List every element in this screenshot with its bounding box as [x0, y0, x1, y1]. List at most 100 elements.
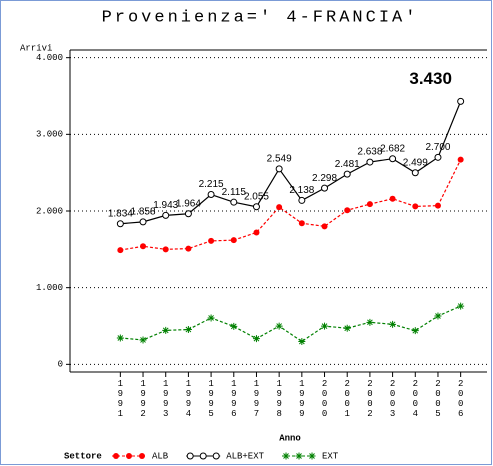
data-label: 2.298 — [312, 173, 337, 184]
point — [434, 312, 442, 320]
point — [126, 453, 132, 459]
point — [298, 196, 306, 204]
point — [230, 198, 238, 206]
point — [366, 158, 374, 166]
data-label: 2.481 — [335, 159, 360, 170]
point — [185, 245, 192, 252]
point — [199, 452, 207, 460]
point — [252, 203, 260, 211]
point — [434, 202, 441, 209]
x-axis-label: Anno — [279, 433, 301, 443]
series-line — [120, 159, 462, 251]
data-label: 1.858 — [131, 207, 156, 218]
point — [298, 220, 305, 227]
data-label: 2.138 — [289, 185, 314, 196]
point — [411, 169, 419, 177]
data-label: 3.430 — [409, 69, 452, 88]
point — [184, 326, 192, 334]
data-label: 2.499 — [403, 157, 428, 168]
point — [140, 243, 147, 250]
point — [343, 324, 351, 332]
point — [321, 322, 329, 330]
legend-label: EXT — [322, 451, 339, 461]
point — [184, 210, 192, 218]
data-label: 2.215 — [199, 179, 224, 190]
point — [457, 97, 465, 105]
point — [275, 165, 283, 173]
point — [207, 314, 215, 322]
series-line — [120, 305, 461, 343]
y-tick-label: 1.000 — [36, 283, 63, 293]
y-axis-label: Arrivi — [20, 43, 52, 53]
point — [208, 237, 215, 244]
point — [321, 184, 329, 192]
point — [253, 229, 260, 236]
data-label: 2.682 — [380, 143, 405, 154]
point — [389, 195, 396, 202]
point — [212, 452, 220, 460]
point — [366, 318, 374, 326]
data-label: 1.964 — [176, 198, 201, 209]
point — [116, 334, 124, 342]
y-tick-label: 3.000 — [36, 130, 63, 140]
point — [230, 237, 237, 244]
point — [308, 452, 316, 460]
point — [116, 220, 124, 228]
point — [113, 453, 119, 459]
point — [457, 302, 465, 310]
legend-label: ALB+EXT — [226, 451, 264, 461]
data-label: 2.700 — [425, 142, 450, 153]
point — [275, 322, 283, 330]
data-label: 2.549 — [267, 154, 292, 165]
point — [295, 452, 303, 460]
series-line — [120, 101, 462, 225]
point — [434, 153, 442, 161]
data-label: 1.834 — [108, 208, 133, 219]
point — [162, 326, 170, 334]
data-label: 1.943 — [153, 200, 178, 211]
point — [344, 207, 351, 214]
point — [117, 247, 124, 254]
point — [298, 337, 306, 345]
data-label: 2.055 — [244, 191, 269, 202]
point — [412, 203, 419, 210]
point — [276, 204, 283, 211]
y-tick-label: 2.000 — [36, 206, 63, 216]
point — [252, 335, 260, 343]
y-tick-label: 0 — [58, 360, 63, 370]
point — [389, 155, 397, 163]
point — [139, 453, 145, 459]
legend-label: ALB — [152, 451, 169, 461]
point — [207, 191, 215, 199]
legend-title: Settore — [64, 451, 102, 461]
point — [139, 336, 147, 344]
point — [230, 322, 238, 330]
point — [343, 170, 351, 178]
point — [162, 211, 170, 219]
point — [162, 246, 169, 253]
point — [389, 320, 397, 328]
point — [457, 156, 464, 163]
point — [321, 223, 328, 230]
data-label: 2.638 — [357, 147, 382, 158]
point — [139, 218, 147, 226]
chart-title: Provenienza=' 4-FRANCIA' — [102, 8, 419, 27]
